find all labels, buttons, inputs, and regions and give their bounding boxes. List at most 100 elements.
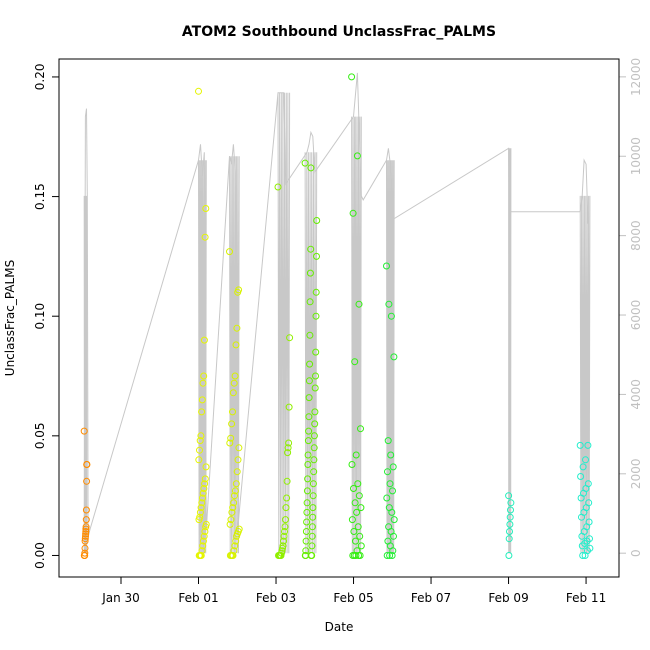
data-point [201,475,209,483]
data-point [313,252,320,260]
data-point [505,535,513,543]
data-point [311,420,319,428]
data-point [285,403,293,411]
data-point [388,508,396,516]
data-point [282,516,289,524]
x-tick-label: Feb 01 [178,591,218,605]
data-point [232,537,240,545]
data-point [311,384,319,392]
data-point [275,552,282,559]
data-point [196,437,204,445]
data-point [388,552,396,559]
data-point [228,508,236,516]
x-tick-label: Feb 07 [411,591,451,605]
data-point [506,513,514,521]
data-point [584,441,592,449]
data-point [201,480,209,488]
data-point [577,494,585,502]
data-point [282,504,290,512]
data-point [229,389,237,397]
data-point [310,444,318,452]
data-point [309,513,317,521]
data-point [351,499,359,507]
data-point [505,492,513,500]
y-tick-label: 0.05 [33,422,47,449]
data-point [310,468,318,476]
data-point [231,542,239,550]
data-point [353,152,361,160]
data-point [201,528,209,535]
data-point [195,87,202,95]
data-point [196,508,204,516]
data-point [389,547,397,555]
data-point [83,461,91,468]
data-point [310,432,318,440]
data-point [354,480,362,488]
data-point [199,537,207,545]
data-point [306,360,314,368]
data-point [201,233,209,241]
x-tick-label: Feb 03 [256,591,296,605]
data-point [305,413,313,421]
data-point [355,300,363,308]
data-point [230,379,238,387]
data-point [309,492,317,500]
points-layer [80,73,594,559]
data-point [302,537,310,545]
data-point [352,451,360,459]
data-point [280,532,288,540]
data-point [229,504,237,512]
data-point [387,451,395,459]
data-point [286,334,294,342]
data-point [231,372,239,380]
y2-series-sweep [198,160,207,554]
data-point [226,439,234,447]
data-point [350,485,357,492]
data-point [385,300,393,308]
data-point [507,506,514,514]
data-point [234,288,242,296]
x-tick-label: Jan 30 [101,591,140,605]
data-point [390,516,398,524]
data-point [578,513,585,521]
data-point [284,449,292,457]
y2-series-sweep [83,195,88,554]
data-point [356,552,364,559]
data-point [507,499,515,507]
data-point [82,528,90,535]
data-point [198,408,206,416]
data-point [197,504,205,512]
data-point [82,532,89,540]
data-point [578,532,586,540]
y2-tick-label: 8000 [629,220,643,251]
y2-series-sweep [508,148,512,554]
data-point [302,547,310,555]
data-point [196,446,203,454]
data-point [274,183,282,191]
x-tick-label: Feb 11 [566,591,606,605]
y2-series-sweep [304,152,318,554]
data-point [81,544,89,552]
data-point [235,444,243,452]
data-point [199,494,206,502]
data-point [305,427,313,435]
data-point [195,552,203,559]
data-point [199,379,207,387]
data-point [354,523,362,531]
data-point [306,331,314,339]
data-point [226,520,234,528]
data-point [383,552,391,559]
plot-frame [58,58,620,578]
data-point [82,523,90,531]
data-point [579,463,587,471]
data-point [307,245,315,253]
data-point [82,525,90,533]
data-point [312,348,320,356]
data-point [583,537,591,545]
data-point [582,456,589,464]
data-point [581,552,589,559]
data-point [305,377,313,385]
data-point [307,552,315,559]
data-point [304,461,312,468]
